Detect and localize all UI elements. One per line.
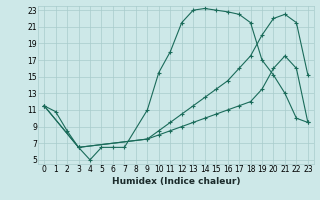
X-axis label: Humidex (Indice chaleur): Humidex (Indice chaleur) [112,177,240,186]
